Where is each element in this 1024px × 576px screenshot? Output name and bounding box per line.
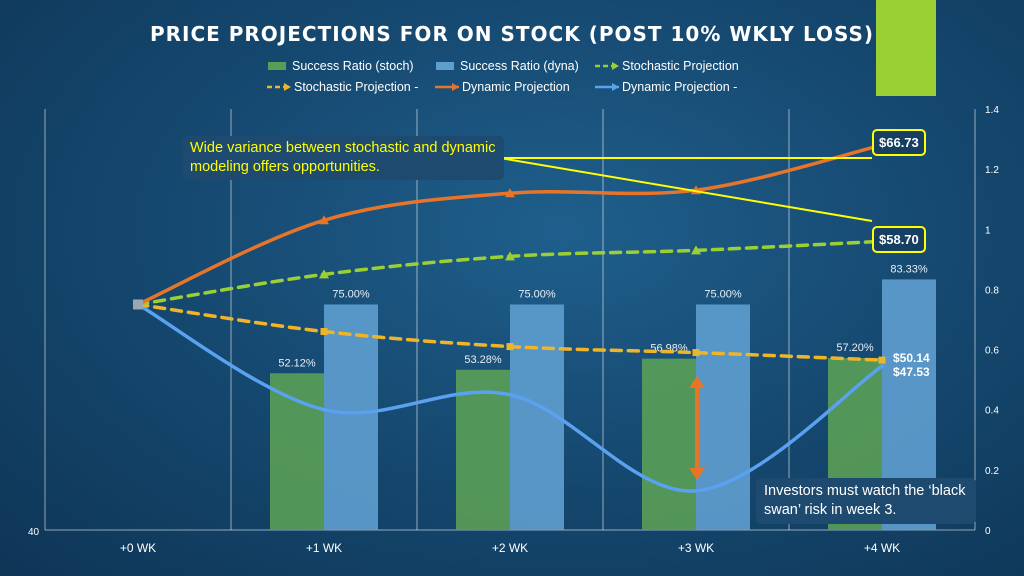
legend-label: Dynamic Projection - [622,80,738,94]
line-point-marker [691,245,701,255]
bar-stoch [270,373,324,530]
bar-dyna [324,304,378,530]
legend-label: Stochastic Projection - [294,80,419,94]
line-point-marker [505,188,515,198]
bar-data-label: 75.00% [518,288,556,300]
x-tick-label: +0 WK [120,541,156,555]
right-axis-tick-label: 0.2 [985,466,999,477]
right-axis-tick-label: 0.4 [985,406,999,417]
legend-item-stoch-proj: Stochastic Projection [594,59,739,73]
stoch-down-end-label: $50.14 [893,351,930,365]
line-point-marker [320,328,328,336]
callout-connector-line [499,157,873,222]
right-axis-tick-label: 0.8 [985,285,999,296]
legend-line-icon [595,83,619,91]
bar-dyna [696,304,750,530]
right-axis-tick-label: 0.6 [985,346,999,357]
x-tick-label: +3 WK [678,541,714,555]
black-swan-callout: Investors must watch the ‘black swan’ ri… [756,478,976,524]
bar-data-label: 52.12% [278,357,316,369]
legend-item-success-stoch: Success Ratio (stoch) [266,59,414,73]
bar-data-label: 75.00% [704,288,742,300]
legend-swatch-icon [436,62,454,70]
dyna-proj-down-line [136,302,884,493]
x-tick-label: +2 WK [492,541,528,555]
bar-dyna [510,304,564,530]
line-point-marker [692,349,700,357]
black-swan-arrow-head-up [689,376,705,388]
chart-title: PRICE PROJECTIONS FOR ON STOCK (POST 10%… [149,22,875,46]
legend-label: Stochastic Projection [622,59,739,73]
bar-data-label: 57.20% [836,342,874,354]
accent-bar [876,0,936,96]
dynamic-end-price-box: $66.73 [872,129,926,156]
right-axis-tick-label: 1.2 [985,165,999,176]
line-point-marker [505,251,515,261]
legend-item-dyna-proj-down: Dynamic Projection - [594,80,737,94]
bar-stoch [642,358,696,530]
left-axis-min-label: 40 [28,527,40,538]
legend-line-icon [595,62,619,70]
legend-item-success-dyna: Success Ratio (dyna) [434,59,579,73]
right-axis-tick-label: 0 [985,526,991,537]
bar-data-label: 53.28% [464,354,502,366]
start-point-marker [133,299,143,310]
legend-label: Success Ratio (dyna) [460,59,579,73]
line-point-marker [878,356,886,364]
legend-swatch-icon [268,62,286,70]
line-point-marker [319,215,329,225]
legend-line-icon [267,83,291,91]
line-point-marker [506,343,514,351]
legend-label: Dynamic Projection [462,80,570,94]
legend-item-stoch-proj-down: Stochastic Projection - [266,80,418,94]
line-point-marker [319,269,329,279]
x-tick-label: +1 WK [306,541,342,555]
black-swan-arrow-head-down [689,468,705,480]
legend-item-dyna-proj: Dynamic Projection [434,80,570,94]
variance-callout: Wide variance between stochastic and dyn… [182,136,504,180]
x-tick-label: +4 WK [864,541,900,555]
bar-data-label: 75.00% [332,288,370,300]
right-axis-tick-label: 1.4 [985,105,999,116]
dyna-down-end-label: $47.53 [893,365,930,379]
legend-label: Success Ratio (stoch) [292,59,414,73]
stochastic-end-price-box: $58.70 [872,226,926,253]
bar-data-label: 83.33% [890,263,928,275]
legend-line-icon [435,83,459,91]
right-axis-tick-label: 1 [985,225,991,236]
bar-stoch [456,369,510,530]
